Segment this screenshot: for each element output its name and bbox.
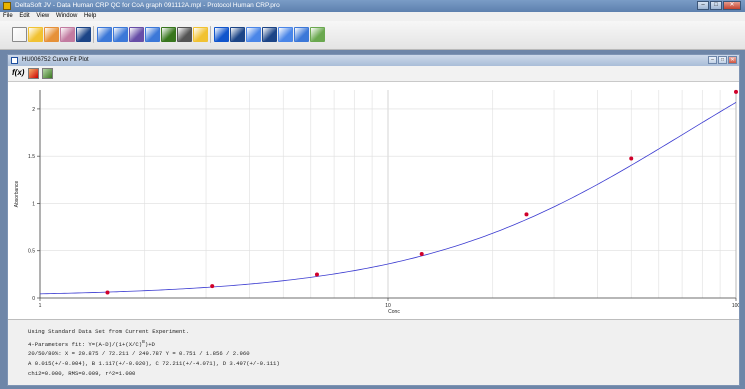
plot-window-title: HU006752 Curve Fit Plot: [22, 55, 89, 66]
layout-icon[interactable]: [113, 27, 128, 42]
menu-view[interactable]: View: [36, 13, 49, 19]
app-title: DeltaSoft JV - Data Human CRP QC for CoA…: [15, 0, 280, 12]
grid-icon[interactable]: [246, 27, 261, 42]
data-point: [315, 273, 319, 277]
maximize-button[interactable]: □: [710, 1, 722, 10]
check-icon[interactable]: [310, 27, 325, 42]
menu-edit[interactable]: Edit: [19, 13, 29, 19]
data-icon[interactable]: [129, 27, 144, 42]
y-tick-label: 2: [32, 107, 35, 113]
app-icon: [3, 2, 11, 10]
save-icon[interactable]: [76, 27, 91, 42]
data-point: [105, 291, 109, 295]
export-plot-icon[interactable]: [42, 68, 53, 79]
chart-icon[interactable]: [161, 27, 176, 42]
report-icon[interactable]: [145, 27, 160, 42]
plot-minimize-button[interactable]: –: [708, 56, 717, 64]
app-title-bar: DeltaSoft JV - Data Human CRP QC for CoA…: [0, 0, 745, 12]
close-button[interactable]: ✕: [723, 1, 741, 10]
results-line-3: 20/50/80%: X = 20.875 / 72.211 / 249.787…: [28, 350, 250, 357]
y-tick-label: 1: [32, 201, 35, 207]
plot-toolbar: f(x): [8, 66, 739, 82]
plot-window-title-bar: HU006752 Curve Fit Plot – □ ✕: [8, 55, 739, 66]
table-icon[interactable]: [230, 27, 245, 42]
menu-window[interactable]: Window: [56, 13, 77, 19]
y-tick-label: 0: [32, 296, 35, 302]
search-icon[interactable]: [193, 27, 208, 42]
minimize-button[interactable]: –: [697, 1, 709, 10]
print-icon[interactable]: [177, 27, 192, 42]
menu-file[interactable]: File: [3, 13, 13, 19]
curve-icon[interactable]: [278, 27, 293, 42]
x-tick-label: 1: [39, 303, 42, 309]
fit-results-panel: Using Standard Data Set from Current Exp…: [8, 319, 739, 385]
y-tick-label: 1.5: [28, 154, 35, 160]
data-point: [629, 157, 633, 161]
open-folder-icon[interactable]: [44, 27, 59, 42]
data-point: [210, 284, 214, 288]
plot-maximize-button[interactable]: □: [718, 56, 727, 64]
x-tick-label: 100: [732, 303, 739, 309]
matrix-icon[interactable]: [262, 27, 277, 42]
fx-button[interactable]: f(x): [12, 68, 24, 77]
cut-icon[interactable]: [60, 27, 75, 42]
data-point: [524, 212, 528, 216]
main-toolbar: [0, 21, 745, 50]
results-line-1: Using Standard Data Set from Current Exp…: [28, 328, 189, 335]
toolbar-separator: [93, 26, 94, 43]
y-axis-label: Absorbance: [14, 180, 20, 207]
plot-window-icon: [11, 57, 18, 64]
plate-icon[interactable]: [97, 27, 112, 42]
plot-area: 0 0.5 1 1.5 2 1 10 100 Conc Absorbance: [8, 82, 739, 319]
results-line-5: chi2=0.000, RMS=0.009, r^2=1.000: [28, 370, 135, 377]
fit-equation: 4-Parameters fit: Y=(A-D)/(1+(X/C): [28, 341, 142, 348]
data-point: [734, 90, 738, 94]
fit-equation-tail: )+D: [145, 341, 155, 348]
edit-icon[interactable]: [294, 27, 309, 42]
x-axis-label: Conc: [388, 309, 400, 315]
menu-help[interactable]: Help: [84, 13, 96, 19]
results-line-2: 4-Parameters fit: Y=(A-D)/(1+(X/C)B)+D: [28, 340, 155, 348]
data-point: [420, 252, 424, 256]
y-tick-label: 0.5: [28, 249, 35, 255]
open-icon[interactable]: [28, 27, 43, 42]
menu-bar: File Edit View Window Help: [0, 12, 745, 21]
info-icon[interactable]: [214, 27, 229, 42]
new-icon[interactable]: [12, 27, 27, 42]
curve-fit-plot-window: HU006752 Curve Fit Plot – □ ✕ f(x) 0 0.5 1…: [7, 54, 740, 386]
toolbar-separator: [210, 26, 211, 43]
plot-close-button[interactable]: ✕: [728, 56, 737, 64]
results-line-4: A 0.015(+/-0.004), B 1.117(+/-0.020), C …: [28, 360, 280, 367]
curve-options-icon[interactable]: [28, 68, 39, 79]
